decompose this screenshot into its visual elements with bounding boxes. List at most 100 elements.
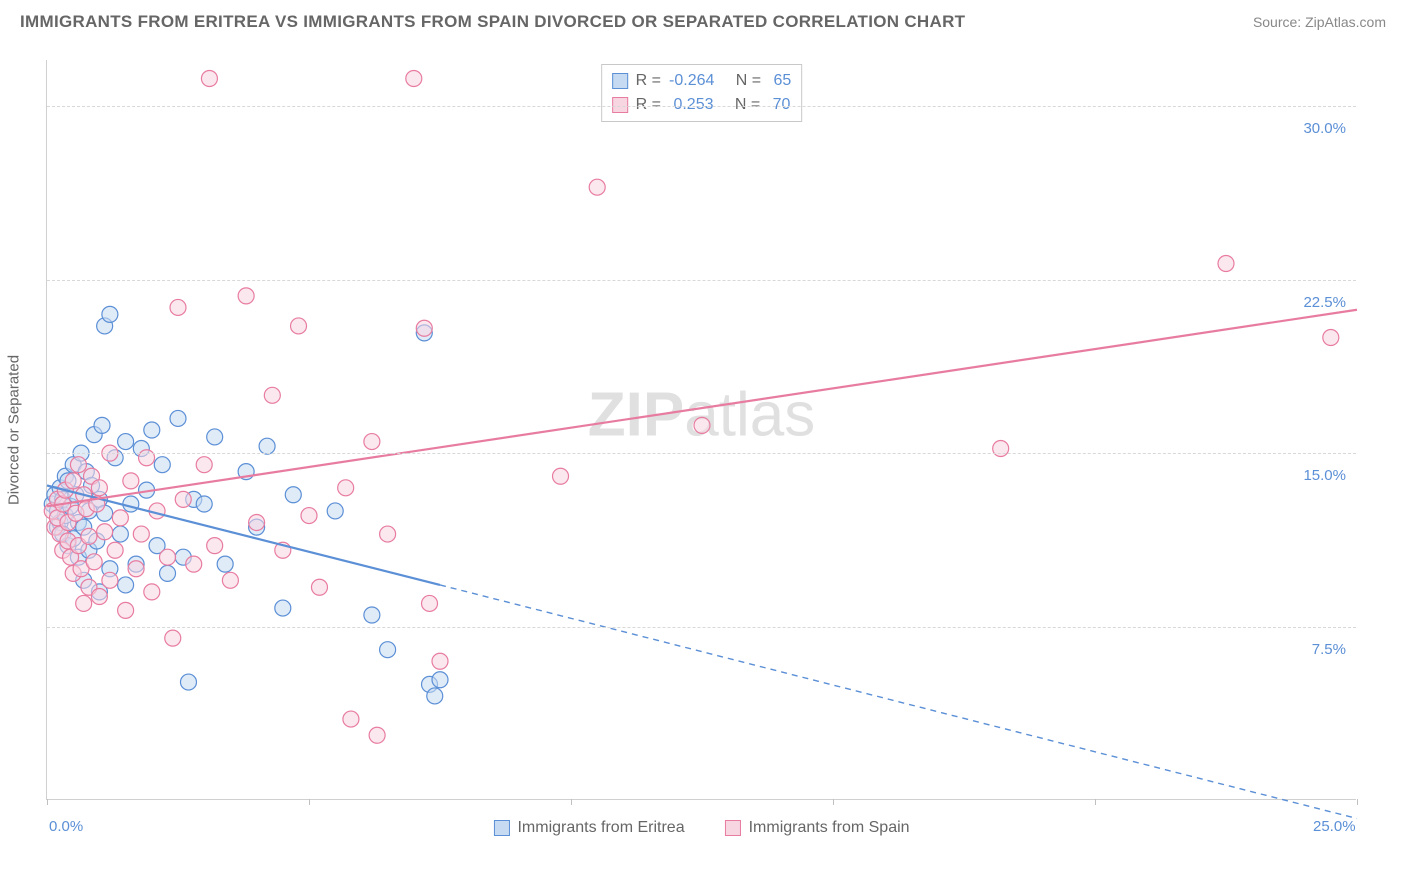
x-tick <box>309 799 310 805</box>
data-point-eritrea <box>380 642 396 658</box>
data-point-spain <box>432 653 448 669</box>
n-label: N = <box>722 69 761 93</box>
data-point-spain <box>311 579 327 595</box>
legend-label: Immigrants from Spain <box>749 819 910 837</box>
data-point-spain <box>81 528 97 544</box>
correlation-stats-box: R =-0.264 N = 65R = 0.253 N = 70 <box>601 64 803 122</box>
trend-line-spain <box>47 310 1357 507</box>
data-point-spain <box>201 71 217 87</box>
data-point-eritrea <box>112 526 128 542</box>
data-point-spain <box>160 549 176 565</box>
y-axis-label: Divorced or Separated <box>6 355 23 505</box>
data-point-eritrea <box>170 410 186 426</box>
data-point-eritrea <box>275 600 291 616</box>
legend-swatch-eritrea <box>493 820 509 836</box>
data-point-spain <box>128 561 144 577</box>
y-tick-label: 30.0% <box>1303 120 1346 137</box>
data-point-spain <box>589 179 605 195</box>
legend-item-eritrea: Immigrants from Eritrea <box>493 819 684 837</box>
data-point-spain <box>416 320 432 336</box>
data-point-spain <box>301 508 317 524</box>
data-point-spain <box>553 468 569 484</box>
data-point-eritrea <box>102 306 118 322</box>
stats-row-eritrea: R =-0.264 N = 65 <box>612 69 792 93</box>
data-point-eritrea <box>327 503 343 519</box>
n-value: 70 <box>768 93 790 117</box>
data-point-spain <box>112 510 128 526</box>
data-point-spain <box>65 473 81 489</box>
gridline <box>47 280 1356 281</box>
trend-line-dashed-eritrea <box>440 585 1357 819</box>
n-value: 65 <box>769 69 791 93</box>
stats-row-spain: R = 0.253 N = 70 <box>612 93 792 117</box>
data-point-spain <box>144 584 160 600</box>
data-point-eritrea <box>285 487 301 503</box>
x-tick <box>571 799 572 805</box>
data-point-eritrea <box>180 674 196 690</box>
r-label: R = <box>636 93 661 117</box>
legend-label: Immigrants from Eritrea <box>517 819 684 837</box>
data-point-spain <box>380 526 396 542</box>
r-value: 0.253 <box>669 93 713 117</box>
bottom-legend: Immigrants from Eritrea Immigrants from S… <box>493 819 909 837</box>
x-tick <box>1357 799 1358 805</box>
swatch-eritrea <box>612 73 628 89</box>
title-bar: IMMIGRANTS FROM ERITREA VS IMMIGRANTS FR… <box>20 12 1386 32</box>
data-point-spain <box>338 480 354 496</box>
data-point-spain <box>107 542 123 558</box>
y-tick-label: 22.5% <box>1303 294 1346 311</box>
data-point-spain <box>207 538 223 554</box>
x-tick-label: 25.0% <box>1313 818 1356 835</box>
data-point-eritrea <box>196 496 212 512</box>
n-label: N = <box>722 93 761 117</box>
data-point-spain <box>238 288 254 304</box>
gridline <box>47 106 1356 107</box>
data-point-spain <box>1323 330 1339 346</box>
data-point-eritrea <box>154 457 170 473</box>
data-point-spain <box>422 595 438 611</box>
legend-swatch-spain <box>725 820 741 836</box>
y-tick-label: 7.5% <box>1312 641 1346 658</box>
x-tick <box>1095 799 1096 805</box>
data-point-eritrea <box>217 556 233 572</box>
data-point-spain <box>264 387 280 403</box>
data-point-eritrea <box>259 438 275 454</box>
data-point-spain <box>369 727 385 743</box>
source-label: Source: <box>1253 14 1305 30</box>
data-point-spain <box>222 572 238 588</box>
r-value: -0.264 <box>669 69 714 93</box>
data-point-eritrea <box>118 577 134 593</box>
data-point-spain <box>249 515 265 531</box>
source-name: ZipAtlas.com <box>1305 14 1386 30</box>
data-point-spain <box>91 589 107 605</box>
data-point-spain <box>165 630 181 646</box>
data-point-spain <box>291 318 307 334</box>
data-point-spain <box>694 417 710 433</box>
source-attribution: Source: ZipAtlas.com <box>1253 14 1386 30</box>
chart-plot-area: ZIPatlas R =-0.264 N = 65R = 0.253 N = 7… <box>46 60 1356 800</box>
y-tick-label: 15.0% <box>1303 467 1346 484</box>
x-tick <box>833 799 834 805</box>
data-point-spain <box>70 457 86 473</box>
data-point-eritrea <box>427 688 443 704</box>
data-point-spain <box>91 480 107 496</box>
x-tick <box>47 799 48 805</box>
scatter-plot-svg <box>47 60 1356 799</box>
data-point-eritrea <box>207 429 223 445</box>
chart-title: IMMIGRANTS FROM ERITREA VS IMMIGRANTS FR… <box>20 12 965 32</box>
legend-item-spain: Immigrants from Spain <box>725 819 910 837</box>
data-point-spain <box>97 524 113 540</box>
data-point-spain <box>186 556 202 572</box>
data-point-spain <box>364 434 380 450</box>
x-tick-label: 0.0% <box>49 818 83 835</box>
data-point-spain <box>1218 256 1234 272</box>
data-point-spain <box>175 491 191 507</box>
swatch-spain <box>612 97 628 113</box>
data-point-eritrea <box>144 422 160 438</box>
gridline <box>47 453 1356 454</box>
data-point-spain <box>76 595 92 611</box>
data-point-eritrea <box>432 672 448 688</box>
data-point-spain <box>86 554 102 570</box>
gridline <box>47 627 1356 628</box>
data-point-eritrea <box>118 434 134 450</box>
